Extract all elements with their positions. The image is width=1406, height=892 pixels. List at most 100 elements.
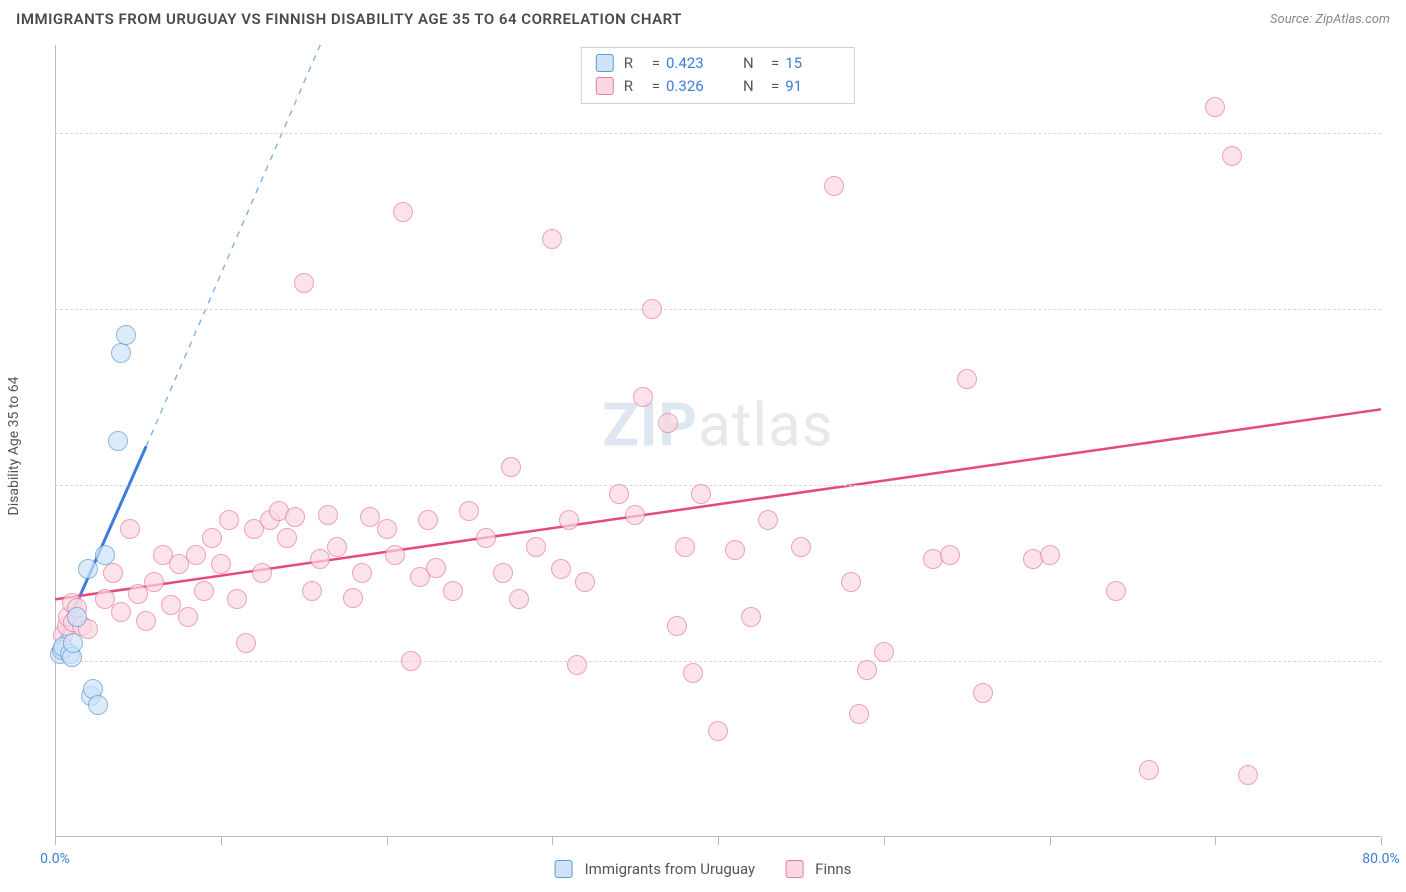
scatter-marker-finns (401, 651, 421, 671)
scatter-marker-finns (551, 559, 571, 579)
scatter-marker-finns (824, 176, 844, 196)
scatter-marker-finns (103, 563, 123, 583)
x-tick (55, 837, 56, 845)
y-tick-label: 30.0% (1393, 301, 1406, 317)
scatter-marker-uruguay (111, 343, 131, 363)
scatter-marker-finns (385, 545, 405, 565)
scatter-marker-finns (849, 704, 869, 724)
scatter-marker-finns (459, 501, 479, 521)
scatter-marker-finns (128, 584, 148, 604)
stats-row-finns: R = 0.326 N = 91 (596, 75, 840, 98)
scatter-marker-finns (219, 510, 239, 530)
scatter-marker-finns (1238, 765, 1258, 785)
scatter-marker-finns (178, 607, 198, 627)
stats-row-uruguay: R = 0.423 N = 15 (596, 52, 840, 75)
scatter-marker-finns (642, 299, 662, 319)
stat-n-label: N (743, 52, 765, 75)
scatter-marker-finns (202, 528, 222, 548)
x-tick (1215, 837, 1216, 845)
scatter-marker-finns (575, 572, 595, 592)
gridline-h (55, 133, 1381, 134)
gridline-h (55, 309, 1381, 310)
scatter-marker-finns (426, 558, 446, 578)
trend-line (146, 45, 320, 446)
legend-item-uruguay: Immigrants from Uruguay (555, 860, 756, 878)
stats-legend: R = 0.423 N = 15 R = 0.326 N = 91 (581, 47, 855, 104)
scatter-marker-finns (501, 457, 521, 477)
scatter-marker-uruguay (67, 607, 87, 627)
scatter-marker-finns (567, 655, 587, 675)
x-tick-label: 0.0% (40, 851, 70, 867)
stat-r-value-finns: 0.326 (666, 75, 721, 98)
y-tick-label: 40.0% (1393, 125, 1406, 141)
scatter-marker-finns (277, 528, 297, 548)
scatter-marker-finns (973, 683, 993, 703)
scatter-marker-finns (285, 507, 305, 527)
plot-area: ZIPatlas R = 0.423 N = 15 R = 0.326 (55, 45, 1381, 837)
legend-label-uruguay: Immigrants from Uruguay (585, 860, 756, 878)
scatter-marker-finns (741, 607, 761, 627)
stat-r-label: R (624, 52, 646, 75)
scatter-marker-uruguay (88, 695, 108, 715)
x-tick (1381, 837, 1382, 845)
x-tick-label: 80.0% (1362, 851, 1400, 867)
scatter-marker-finns (625, 505, 645, 525)
stat-n-label: N (743, 75, 765, 98)
x-tick (884, 837, 885, 845)
scatter-marker-finns (493, 563, 513, 583)
swatch-uruguay (555, 860, 573, 878)
scatter-marker-finns (252, 563, 272, 583)
scatter-marker-finns (111, 602, 131, 622)
scatter-marker-finns (667, 616, 687, 636)
scatter-marker-finns (758, 510, 778, 530)
scatter-marker-finns (443, 581, 463, 601)
swatch-finns (596, 77, 614, 95)
scatter-marker-finns (1040, 545, 1060, 565)
chart-title: IMMIGRANTS FROM URUGUAY VS FINNISH DISAB… (16, 10, 682, 28)
scatter-marker-finns (841, 572, 861, 592)
scatter-marker-finns (393, 202, 413, 222)
scatter-marker-finns (1106, 581, 1126, 601)
scatter-marker-finns (1139, 760, 1159, 780)
scatter-marker-finns (318, 505, 338, 525)
scatter-marker-finns (144, 572, 164, 592)
scatter-marker-uruguay (116, 325, 136, 345)
scatter-marker-finns (343, 588, 363, 608)
x-tick (221, 837, 222, 845)
scatter-marker-finns (211, 554, 231, 574)
scatter-marker-finns (302, 581, 322, 601)
scatter-marker-finns (874, 642, 894, 662)
x-tick (387, 837, 388, 845)
scatter-marker-finns (675, 537, 695, 557)
swatch-uruguay (596, 54, 614, 72)
y-axis-label: Disability Age 35 to 64 (6, 377, 22, 516)
scatter-marker-finns (957, 369, 977, 389)
swatch-finns (785, 860, 803, 878)
scatter-marker-finns (327, 537, 347, 557)
scatter-marker-finns (310, 549, 330, 569)
gridline-h (55, 485, 1381, 486)
stat-n-value-uruguay: 15 (785, 52, 840, 75)
scatter-marker-uruguay (63, 633, 83, 653)
title-bar: IMMIGRANTS FROM URUGUAY VS FINNISH DISAB… (16, 10, 1390, 28)
equals-icon: = (652, 75, 660, 98)
equals-icon: = (771, 75, 779, 98)
scatter-marker-finns (725, 540, 745, 560)
scatter-marker-finns (194, 581, 214, 601)
x-tick (1050, 837, 1051, 845)
scatter-marker-finns (509, 589, 529, 609)
bottom-legend: Immigrants from Uruguay Finns (555, 860, 852, 878)
equals-icon: = (652, 52, 660, 75)
chart-container: IMMIGRANTS FROM URUGUAY VS FINNISH DISAB… (0, 0, 1406, 892)
scatter-marker-uruguay (95, 545, 115, 565)
equals-icon: = (771, 52, 779, 75)
scatter-marker-finns (236, 633, 256, 653)
scatter-marker-finns (1205, 97, 1225, 117)
scatter-marker-finns (691, 484, 711, 504)
scatter-marker-finns (1222, 146, 1242, 166)
scatter-marker-finns (940, 545, 960, 565)
scatter-marker-finns (418, 510, 438, 530)
stat-n-value-finns: 91 (785, 75, 840, 98)
y-tick-label: 10.0% (1393, 653, 1406, 669)
scatter-marker-uruguay (78, 559, 98, 579)
